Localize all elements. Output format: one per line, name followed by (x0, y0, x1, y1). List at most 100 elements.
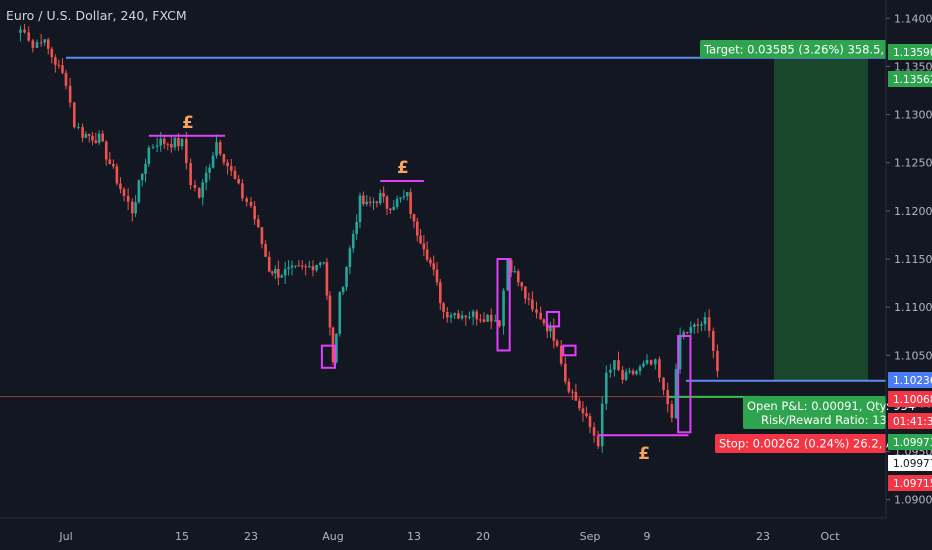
candle-body (399, 197, 402, 199)
candle-body (564, 363, 567, 382)
candle-body (696, 324, 700, 326)
candle-body (104, 141, 108, 160)
candle-body (419, 235, 422, 244)
highlight-box-1 (320, 344, 336, 369)
candle-body (166, 143, 170, 145)
candle-body (294, 265, 297, 267)
candle-body (642, 363, 645, 367)
candle-body (449, 315, 453, 318)
price-tag-bg (888, 455, 932, 471)
candle-body (208, 167, 211, 173)
candle-body (94, 140, 98, 143)
candle-body (180, 139, 184, 147)
candle-body (395, 198, 399, 207)
candle-body (542, 319, 546, 324)
candle-body (50, 48, 54, 58)
candle-body (300, 265, 304, 267)
candle-body (84, 134, 88, 138)
time-tick-label: 20 (476, 530, 490, 543)
candle-body (498, 320, 501, 327)
candle-body (147, 147, 151, 164)
time-tick-label: 13 (407, 530, 421, 543)
candle-body (539, 312, 542, 320)
candle-body (218, 142, 222, 155)
highlight-box-5 (677, 335, 692, 434)
candle-body (351, 234, 355, 249)
candle-body (233, 170, 237, 180)
pound-label-1: £ (182, 113, 194, 133)
candle-body (689, 326, 693, 334)
candle-body (559, 345, 563, 364)
candle-body (54, 57, 57, 65)
candle-body (23, 29, 26, 33)
price-tag: 1.13562 (893, 74, 932, 86)
candle-body (35, 42, 39, 48)
price-tag-bg (888, 372, 932, 388)
candle-body (592, 427, 596, 436)
candle-body (345, 267, 348, 288)
candle-body (122, 189, 126, 196)
candle-body (315, 264, 318, 271)
candle-body (115, 166, 119, 184)
candle-body (415, 221, 419, 236)
candle-body (358, 195, 362, 223)
price-tag-bg (888, 475, 932, 491)
candle-body (81, 127, 84, 138)
candle-body (134, 202, 137, 214)
candle-body (365, 201, 369, 205)
candle-body (489, 314, 493, 322)
candle-body (432, 263, 436, 270)
candle-body (703, 317, 707, 325)
candle-body (574, 391, 578, 401)
candle-body (471, 311, 475, 317)
candle-body (322, 262, 326, 264)
candle-body (531, 299, 534, 310)
candle-body (46, 39, 50, 49)
pound-label-2: £ (397, 158, 409, 178)
price-tag: 1.13590 (893, 47, 932, 59)
candle-body (253, 206, 256, 220)
price-tag-bg (888, 391, 932, 407)
candle-body (108, 159, 112, 165)
candle-body (226, 162, 229, 167)
chart-title: Euro / U.S. Dollar, 240, FXCM (6, 8, 187, 23)
candle-body (460, 315, 464, 319)
candle-body (382, 193, 385, 197)
target-label-bg (700, 40, 886, 58)
candle-body (405, 192, 409, 197)
candle-body (328, 295, 332, 328)
candle-body (270, 271, 274, 274)
candles (19, 23, 719, 453)
candle-body (211, 155, 215, 168)
highlight-box-4 (562, 344, 577, 357)
time-tick-label: 23 (244, 530, 258, 543)
candle-body (711, 331, 715, 351)
candle-body (588, 415, 592, 428)
candle-body (64, 72, 68, 86)
candle-body (685, 332, 689, 334)
candle-body (31, 40, 35, 48)
highlight-box-3 (545, 310, 561, 328)
candle-body (130, 201, 134, 214)
candle-body (409, 192, 412, 214)
candle-body (609, 369, 612, 373)
candle-body (442, 303, 445, 313)
candle-body (617, 360, 620, 371)
candle-body (68, 85, 72, 103)
candle-body (137, 180, 141, 203)
candle-body (385, 196, 389, 209)
price-tick-label: 1.14000 (894, 12, 932, 25)
candle-body (260, 227, 264, 245)
price-tag: 01:41:33 (893, 416, 932, 428)
candle-body (707, 317, 711, 332)
candle-body (245, 198, 248, 202)
candle-body (39, 42, 43, 44)
candle-body (604, 372, 608, 404)
candle-body (513, 271, 517, 273)
candle-body (520, 282, 524, 287)
candle-body (355, 222, 358, 235)
candle-body (119, 183, 122, 190)
candle-body (170, 144, 173, 148)
candle-body (649, 360, 653, 365)
